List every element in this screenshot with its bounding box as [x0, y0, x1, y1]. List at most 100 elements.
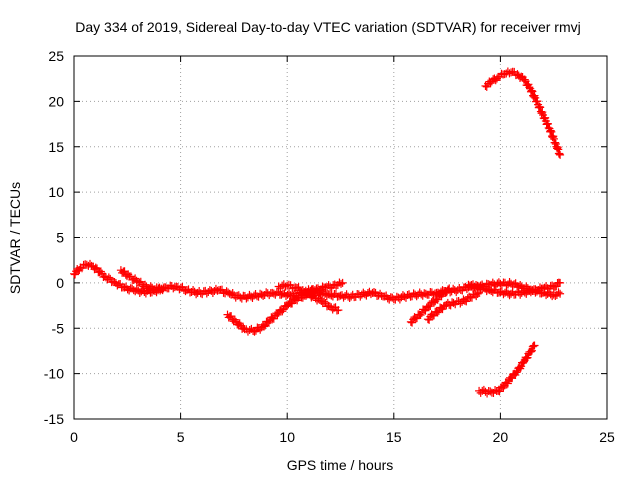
marker — [269, 314, 278, 323]
marker — [146, 282, 155, 291]
marker — [554, 288, 563, 297]
marker — [503, 379, 512, 388]
marker — [520, 75, 529, 84]
marker — [473, 289, 482, 298]
y-tick-label: 5 — [56, 230, 64, 246]
y-tick-label: 25 — [48, 48, 64, 64]
chart-title: Day 334 of 2019, Sidereal Day-to-day VTE… — [75, 19, 580, 35]
marker — [527, 86, 536, 95]
marker — [425, 315, 434, 324]
data-point — [556, 150, 565, 159]
marker — [479, 282, 488, 291]
marker — [416, 311, 425, 320]
data-point — [151, 285, 160, 294]
marker — [281, 282, 290, 291]
series-arc-1 — [70, 259, 347, 303]
marker — [260, 322, 269, 331]
y-axis-label: SDTVAR / TECUs — [7, 182, 23, 294]
marker — [529, 92, 538, 101]
marker — [356, 292, 365, 301]
marker — [495, 387, 504, 396]
y-tick-label: 0 — [56, 275, 64, 291]
marker — [537, 109, 546, 118]
marker — [71, 270, 80, 279]
y-tick-label: 20 — [48, 93, 64, 109]
y-tick-label: 10 — [48, 184, 64, 200]
y-tick-label: -10 — [44, 366, 64, 382]
x-tick-label: 25 — [599, 429, 615, 445]
y-tick-label: -15 — [44, 411, 64, 427]
marker — [426, 301, 435, 310]
marker — [433, 295, 442, 304]
x-tick-label: 5 — [177, 429, 185, 445]
y-tick-label: 15 — [48, 139, 64, 155]
data-point — [556, 289, 565, 298]
marker — [408, 318, 417, 327]
data-point — [334, 306, 343, 315]
marker — [528, 87, 537, 96]
series-arc-8 — [464, 278, 565, 300]
data-point — [556, 278, 565, 287]
y-tick-label: -5 — [52, 320, 65, 336]
marker — [320, 297, 329, 306]
marker — [548, 133, 557, 142]
marker — [523, 353, 532, 362]
marker — [535, 102, 544, 111]
marker — [551, 138, 560, 147]
marker — [546, 126, 555, 135]
series-arc-7 — [423, 288, 484, 324]
marker — [250, 327, 259, 336]
series-arc-2 — [116, 266, 168, 295]
marker — [452, 288, 461, 297]
data-point — [338, 278, 347, 287]
series-arc-10 — [475, 341, 539, 398]
marker — [227, 312, 236, 321]
series-group — [70, 67, 565, 398]
data-point — [274, 282, 283, 291]
data-point — [159, 284, 168, 293]
x-tick-label: 10 — [279, 429, 295, 445]
series-arc-6 — [406, 284, 454, 327]
marker — [554, 145, 563, 154]
marker — [104, 273, 113, 282]
marker — [533, 97, 542, 106]
x-tick-label: 20 — [493, 429, 509, 445]
marker — [555, 149, 564, 158]
y-ticks: -15 -10 -5 0 5 10 15 20 25 — [44, 48, 607, 427]
marker — [544, 119, 553, 128]
marker — [433, 308, 442, 317]
marker — [527, 347, 536, 356]
marker — [527, 346, 536, 355]
marker — [536, 103, 545, 112]
marker — [522, 354, 531, 363]
series-arc-9 — [481, 67, 565, 159]
grid — [74, 56, 607, 419]
marker — [553, 144, 562, 153]
marker — [245, 326, 254, 335]
data-point — [445, 284, 454, 293]
marker — [319, 287, 328, 296]
series-arc-4 — [274, 280, 343, 315]
x-tick-label: 0 — [70, 429, 78, 445]
marker — [512, 368, 521, 377]
plot-frame — [73, 55, 608, 420]
marker — [337, 279, 346, 288]
marker — [517, 362, 526, 371]
x-axis-label: GPS time / hours — [287, 457, 394, 473]
marker — [273, 310, 282, 319]
marker — [288, 299, 297, 308]
marker — [532, 287, 541, 296]
marker — [528, 342, 537, 351]
marker — [91, 263, 100, 272]
marker — [541, 113, 550, 122]
marker — [443, 285, 452, 294]
x-ticks: 0 5 10 15 20 25 — [70, 56, 615, 445]
marker — [208, 288, 217, 297]
x-tick-label: 15 — [386, 429, 402, 445]
marker — [547, 127, 556, 136]
marker — [515, 363, 524, 372]
marker — [462, 297, 471, 306]
marker — [189, 285, 198, 294]
marker — [456, 299, 465, 308]
